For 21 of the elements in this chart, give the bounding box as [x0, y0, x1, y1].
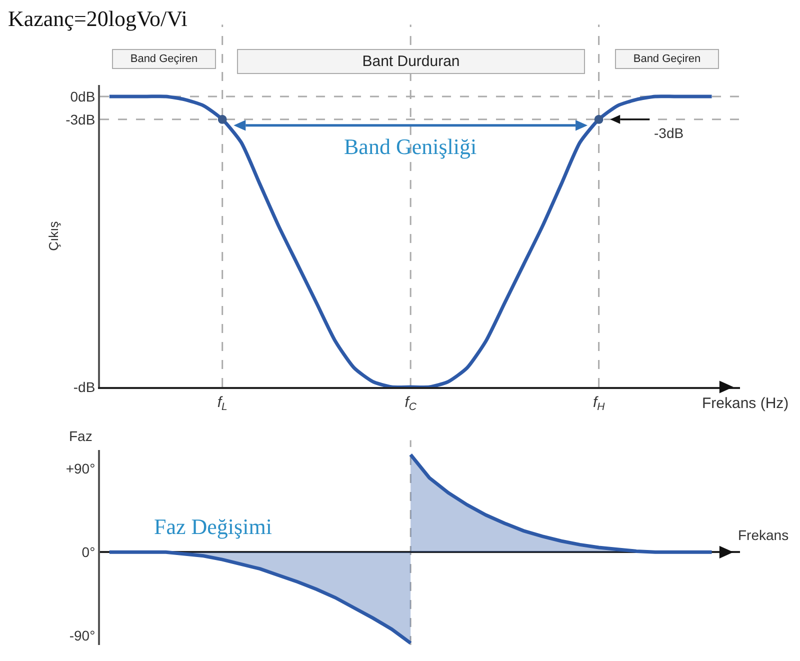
- text: Band Geçiren: [633, 53, 701, 65]
- y-tick-label: -dB: [73, 378, 96, 395]
- y-axis-title: Faz: [69, 428, 92, 444]
- y-tick-label: -3dB: [66, 111, 96, 128]
- line-series: [108, 94, 714, 387]
- annotation: -3dB: [654, 125, 684, 141]
- y-tick-label: +90°: [66, 460, 96, 476]
- y-tick-label: -90°: [69, 628, 96, 644]
- y-tick-label: 0°: [82, 544, 96, 560]
- x-tick-label: f$_{H}$: [592, 394, 606, 414]
- text: Band Geçiren: [130, 53, 198, 65]
- annotation: Faz Değişimi: [154, 514, 272, 539]
- text: Bant Durduran: [362, 53, 460, 70]
- y-tick-label: 0dB: [70, 88, 96, 104]
- annotation: Band Genişliği: [344, 134, 477, 159]
- x-tick-label: f$_{C}$: [404, 394, 417, 414]
- chart-title: Kazanç=20logVo/Vi: [8, 6, 188, 31]
- x-tick-label: f$_{L}$: [217, 394, 228, 414]
- x-axis-title: Frekans: [738, 527, 789, 543]
- x-axis-title: Frekans (Hz): [702, 395, 789, 412]
- y-axis-title: Çıkış: [46, 220, 62, 251]
